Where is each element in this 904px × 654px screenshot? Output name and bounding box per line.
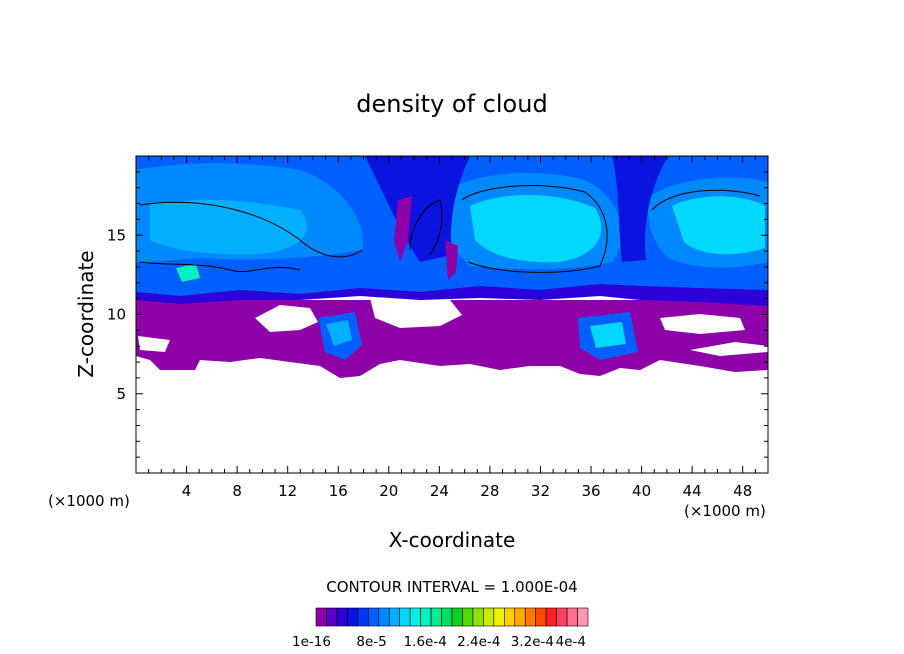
colorbar-swatch <box>566 607 578 627</box>
colorbar-swatch <box>472 607 484 627</box>
colorbar-swatch <box>545 607 557 627</box>
x-tick-label: 16 <box>329 482 348 500</box>
cloud-gap <box>660 314 745 334</box>
x-axis-ticks: 4 8 12 16 20 24 28 32 36 40 44 48 <box>148 156 756 500</box>
x-tick-label: 8 <box>232 482 242 500</box>
x-tick-label: 36 <box>581 482 600 500</box>
colorbar-swatch <box>483 607 495 627</box>
colorbar-swatch <box>493 607 505 627</box>
colorbar-swatch <box>315 607 327 627</box>
y-tick-label: 5 <box>116 385 126 403</box>
updraft-column <box>394 196 412 262</box>
chart-title: density of cloud <box>356 90 547 118</box>
colorbar-swatch <box>556 607 568 627</box>
colorbar-swatch <box>504 607 516 627</box>
x-unit-left: (×1000 m) <box>48 492 130 510</box>
heatmap-field <box>136 156 768 473</box>
x-tick-label: 12 <box>278 482 297 500</box>
convective-patch <box>326 320 352 346</box>
colorbar-swatch <box>462 607 474 627</box>
updraft-column <box>365 156 470 262</box>
colorbar-label: 8e-5 <box>356 634 386 650</box>
x-tick-label: 44 <box>683 482 702 500</box>
colorbar-labels: 1e-16 8e-5 1.6e-4 2.4e-4 3.2e-4 4e-4 <box>292 634 586 650</box>
contour-interval-label: CONTOUR INTERVAL = 1.000E-04 <box>326 578 577 596</box>
colorbar-label: 1e-16 <box>292 634 331 650</box>
colorbar <box>315 607 589 627</box>
y-axis-ticks: 5 10 15 <box>107 171 768 458</box>
colorbar-swatch <box>378 607 390 627</box>
updraft-column <box>612 156 668 262</box>
cloud-gap <box>690 342 768 356</box>
colorbar-swatch <box>336 607 348 627</box>
colorbar-swatch <box>368 607 380 627</box>
colorbar-swatch <box>451 607 463 627</box>
colorbar-swatch <box>577 607 589 627</box>
colorbar-swatch <box>441 607 453 627</box>
contour-line <box>461 185 608 273</box>
cloud-core <box>470 194 602 263</box>
x-tick-label: 48 <box>733 482 752 500</box>
cloud-gap <box>370 292 462 328</box>
colorbar-swatch <box>514 607 526 627</box>
colorbar-swatch <box>399 607 411 627</box>
contour-line <box>409 199 443 256</box>
convective-patch <box>590 322 626 348</box>
colorbar-swatch <box>347 607 359 627</box>
y-axis-label: Z-coordinate <box>74 250 98 377</box>
x-tick-label: 28 <box>480 482 499 500</box>
y-tick-label: 15 <box>107 226 126 244</box>
colorbar-label: 3.2e-4 <box>511 634 554 650</box>
cloud-gap <box>138 336 170 352</box>
colorbar-swatch <box>388 607 400 627</box>
x-unit-right: (×1000 m) <box>684 502 766 520</box>
colorbar-swatch <box>430 607 442 627</box>
cloud-gap <box>255 305 318 332</box>
colorbar-swatch <box>326 607 338 627</box>
x-tick-label: 32 <box>531 482 550 500</box>
x-tick-label: 24 <box>430 482 449 500</box>
x-tick-label: 20 <box>379 482 398 500</box>
y-tick-label: 10 <box>107 306 126 324</box>
colorbar-label: 1.6e-4 <box>404 634 447 650</box>
updraft-column <box>445 240 458 280</box>
colorbar-swatch <box>524 607 536 627</box>
colorbar-swatch <box>409 607 421 627</box>
convective-patch <box>176 264 200 282</box>
x-tick-label: 40 <box>632 482 651 500</box>
colorbar-swatch <box>420 607 432 627</box>
contour-line <box>139 201 363 258</box>
colorbar-label: 2.4e-4 <box>457 634 500 650</box>
x-axis-label: X-coordinate <box>389 528 516 552</box>
colorbar-swatch <box>535 607 547 627</box>
contour-line <box>651 189 761 211</box>
colorbar-swatch <box>357 607 369 627</box>
contour-line <box>139 261 301 272</box>
colorbar-label: 4e-4 <box>556 634 586 650</box>
x-tick-label: 4 <box>182 482 192 500</box>
cloud-core <box>150 199 307 255</box>
cloud-core <box>672 196 765 255</box>
